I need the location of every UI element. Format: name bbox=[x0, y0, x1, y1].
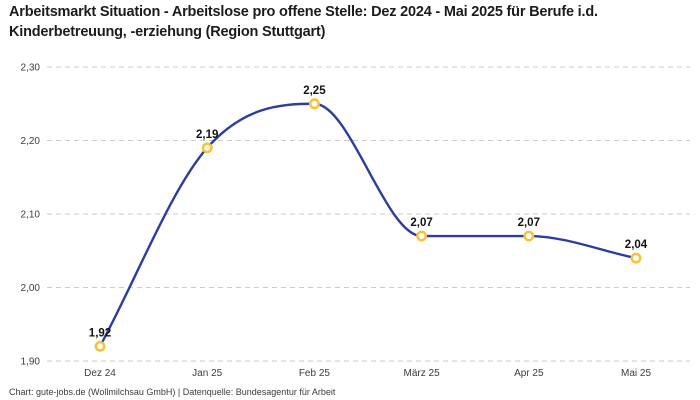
data-point-marker bbox=[94, 340, 106, 352]
chart-title: Arbeitsmarkt Situation - Arbeitslose pro… bbox=[9, 4, 598, 40]
data-point-label: 2,19 bbox=[196, 129, 218, 141]
data-point-label: 2,07 bbox=[410, 217, 432, 229]
data-point-marker bbox=[630, 252, 642, 264]
line-chart: 1,90 2,00 2,10 2,20 2,30 Dez 24 Jan 25 Feb 25 Mä… bbox=[21, 63, 690, 379]
data-point-label: 2,07 bbox=[518, 217, 540, 229]
data-point-label: 2,04 bbox=[625, 239, 648, 251]
data-point-marker bbox=[201, 142, 213, 154]
y-tick-label: 1,90 bbox=[21, 357, 41, 368]
data-point-marker bbox=[416, 230, 428, 242]
y-tick-label: 2,10 bbox=[21, 210, 41, 221]
y-tick-label: 2,30 bbox=[21, 63, 41, 74]
data-point-label: 2,25 bbox=[303, 85, 326, 97]
x-axis-label: Dez 24 bbox=[84, 368, 116, 379]
chart-footer: Chart: gute-jobs.de (Wollmilchsau GmbH) … bbox=[9, 387, 336, 397]
x-axis-label: Apr 25 bbox=[514, 368, 544, 379]
data-point-label: 1,92 bbox=[89, 327, 111, 339]
x-axis-label: März 25 bbox=[404, 368, 441, 379]
data-point-marker bbox=[523, 230, 535, 242]
x-axis-label: Feb 25 bbox=[299, 368, 331, 379]
y-tick-label: 2,20 bbox=[21, 136, 41, 147]
x-axis-label: Jan 25 bbox=[192, 368, 222, 379]
x-axis-label: Mai 25 bbox=[621, 368, 651, 379]
data-point-marker bbox=[308, 98, 320, 110]
y-tick-label: 2,00 bbox=[21, 283, 41, 294]
